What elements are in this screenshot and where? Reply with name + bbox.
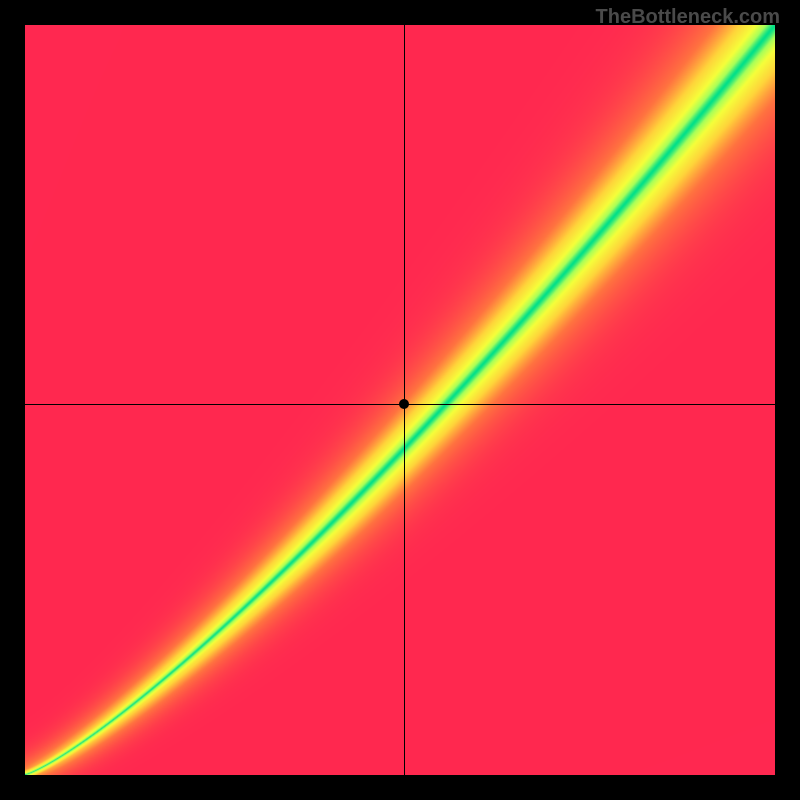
heatmap-plot xyxy=(25,25,775,775)
crosshair-marker xyxy=(399,399,409,409)
watermark-text: TheBottleneck.com xyxy=(596,6,780,29)
